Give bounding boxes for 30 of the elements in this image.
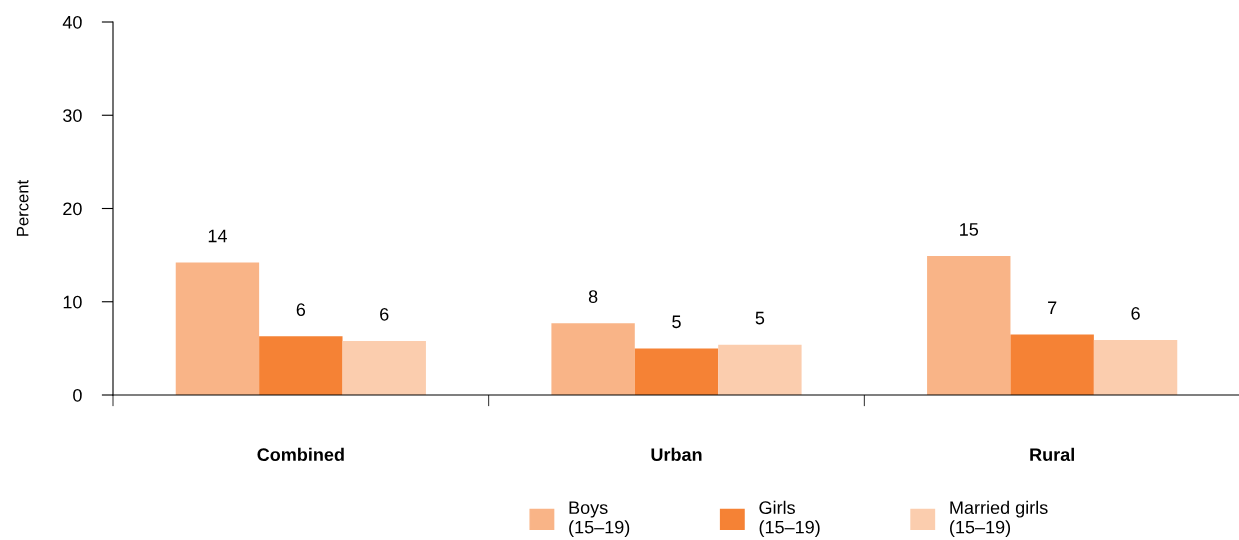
data-label: 15 bbox=[960, 223, 979, 236]
bar bbox=[259, 336, 343, 395]
data-label: 6 bbox=[1131, 306, 1140, 320]
bar bbox=[342, 340, 426, 395]
bar bbox=[634, 348, 719, 395]
data-label: 7 bbox=[1048, 301, 1057, 314]
bar bbox=[1010, 334, 1094, 395]
y-tick-label: 30 bbox=[63, 109, 82, 122]
x-tick-label: Urban bbox=[651, 447, 702, 462]
y-tick-label: 0 bbox=[73, 388, 82, 402]
data-label: 6 bbox=[296, 303, 306, 317]
bar bbox=[175, 262, 260, 395]
bar bbox=[718, 344, 802, 395]
data-label: 14 bbox=[208, 229, 227, 243]
data-label: 5 bbox=[672, 315, 681, 329]
data-label: 8 bbox=[588, 290, 598, 303]
bar bbox=[551, 323, 635, 395]
y-tick-label: 10 bbox=[63, 295, 82, 309]
legend-label: Boys (15–19) bbox=[569, 501, 630, 538]
legend-label: Girls (15–19) bbox=[759, 500, 820, 538]
bar bbox=[1093, 339, 1178, 395]
y-axis-title: Percent bbox=[16, 179, 29, 236]
x-tick-label: Combined bbox=[257, 447, 344, 462]
legend-label: Married girls (15–19) bbox=[950, 500, 1048, 538]
bar bbox=[927, 256, 1011, 395]
y-tick-label: 20 bbox=[63, 202, 82, 216]
data-label: 5 bbox=[755, 311, 765, 325]
x-tick-label: Rural bbox=[1030, 447, 1074, 462]
data-label: 6 bbox=[380, 307, 389, 321]
y-tick-label: 40 bbox=[62, 15, 82, 29]
